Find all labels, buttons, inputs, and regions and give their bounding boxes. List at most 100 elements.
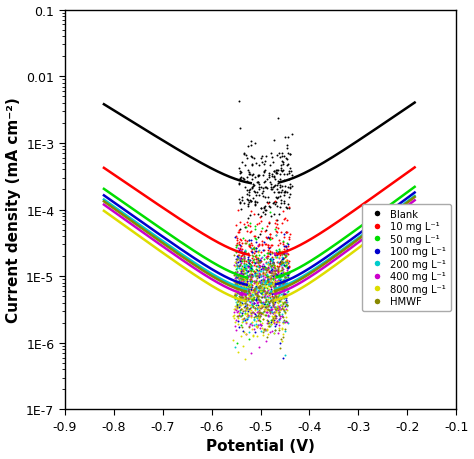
Point — [257, 299, 265, 306]
Point — [269, 288, 276, 295]
Point — [275, 290, 283, 297]
Point — [240, 281, 247, 288]
Point — [264, 313, 272, 320]
Point — [272, 303, 280, 311]
Point — [246, 189, 253, 196]
Point — [272, 254, 279, 262]
Point — [274, 249, 282, 256]
Point — [239, 280, 246, 287]
Point — [264, 261, 272, 268]
Point — [236, 294, 244, 301]
Point — [242, 308, 249, 315]
Point — [265, 261, 273, 268]
Point — [243, 258, 250, 265]
Point — [284, 251, 292, 258]
Point — [248, 175, 255, 183]
Point — [271, 296, 279, 303]
Point — [275, 297, 283, 304]
Point — [238, 263, 246, 270]
Point — [264, 278, 272, 285]
Point — [244, 222, 251, 229]
Point — [281, 275, 289, 282]
Point — [264, 306, 271, 313]
Point — [255, 309, 262, 316]
Point — [239, 306, 246, 313]
Point — [276, 306, 284, 313]
Point — [255, 285, 263, 292]
Point — [237, 297, 244, 304]
Point — [255, 172, 262, 179]
Point — [246, 286, 253, 293]
Point — [279, 256, 286, 263]
Point — [237, 313, 245, 320]
Point — [247, 310, 255, 317]
Point — [277, 162, 285, 169]
Point — [265, 323, 273, 330]
Point — [248, 302, 256, 309]
Point — [266, 234, 273, 241]
Point — [243, 178, 250, 185]
Point — [254, 249, 262, 256]
Point — [273, 279, 281, 286]
Point — [243, 174, 250, 181]
Point — [267, 186, 275, 193]
Point — [271, 315, 279, 322]
Point — [272, 249, 280, 257]
Point — [256, 257, 264, 264]
Point — [273, 306, 280, 313]
Point — [270, 281, 277, 288]
Point — [266, 230, 273, 238]
Point — [279, 256, 287, 263]
Point — [264, 319, 272, 327]
Point — [261, 291, 269, 298]
Point — [246, 266, 253, 273]
Point — [247, 245, 255, 252]
Point — [283, 319, 291, 326]
Point — [237, 274, 245, 282]
Point — [279, 168, 286, 176]
Point — [273, 288, 280, 295]
Point — [237, 294, 245, 301]
Point — [276, 302, 284, 309]
Point — [249, 332, 257, 339]
Point — [280, 272, 288, 280]
Point — [264, 234, 272, 241]
Point — [264, 194, 272, 202]
Point — [239, 272, 247, 280]
Point — [271, 201, 278, 208]
Point — [244, 253, 252, 261]
Point — [254, 242, 261, 249]
Point — [262, 259, 269, 266]
Point — [252, 290, 260, 297]
Point — [263, 264, 270, 272]
Point — [255, 285, 263, 292]
Point — [267, 287, 275, 295]
Point — [266, 291, 273, 298]
Point — [259, 188, 267, 195]
Point — [257, 321, 265, 329]
Point — [241, 237, 249, 244]
Point — [251, 270, 258, 278]
Point — [238, 291, 246, 299]
Point — [251, 233, 259, 241]
Point — [242, 296, 249, 303]
Point — [245, 302, 253, 309]
Point — [235, 290, 242, 297]
Point — [248, 309, 256, 316]
Point — [267, 213, 275, 221]
Point — [261, 266, 268, 273]
Point — [268, 235, 276, 242]
Point — [278, 281, 286, 288]
Point — [284, 270, 292, 278]
Point — [234, 288, 242, 296]
Point — [282, 258, 289, 266]
Point — [231, 293, 239, 300]
Point — [237, 299, 245, 306]
Point — [248, 266, 256, 274]
Point — [254, 306, 261, 313]
Point — [241, 263, 249, 270]
Point — [282, 274, 289, 281]
Point — [279, 238, 287, 245]
Point — [239, 279, 247, 286]
800 mg L⁻¹ — [412, 203, 418, 209]
